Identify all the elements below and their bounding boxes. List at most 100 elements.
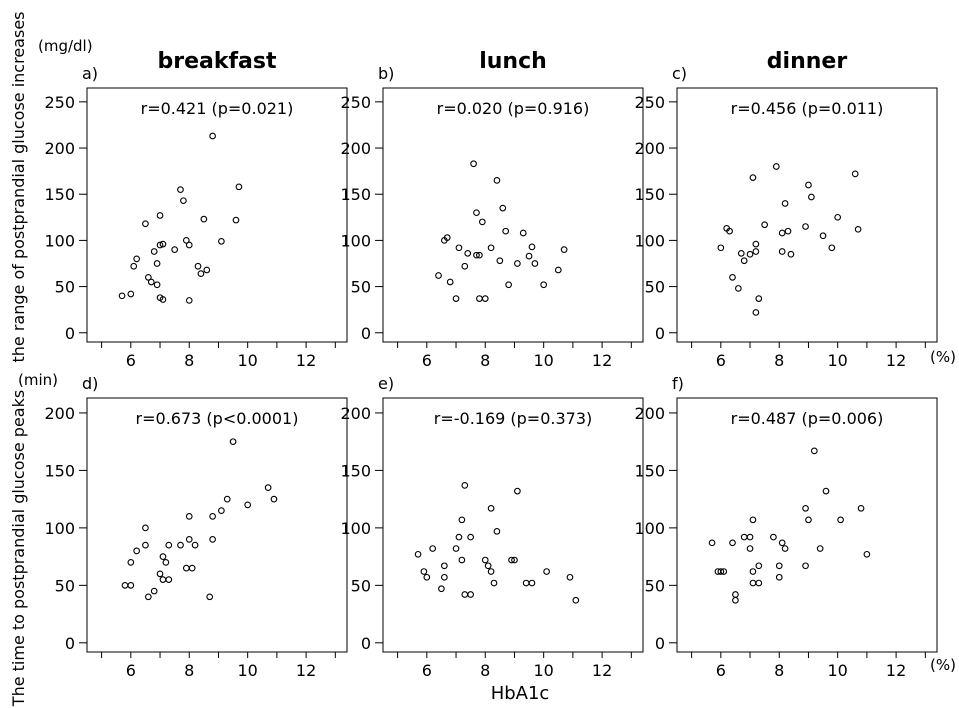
y-tick-label: 50 bbox=[645, 278, 665, 297]
data-point bbox=[461, 481, 469, 489]
data-point bbox=[514, 487, 521, 495]
data-point bbox=[476, 295, 483, 302]
data-point bbox=[218, 237, 225, 245]
data-point bbox=[185, 536, 193, 543]
data-point bbox=[180, 197, 187, 205]
data-point bbox=[443, 234, 451, 241]
data-point bbox=[522, 579, 530, 587]
x-tick-label: 12 bbox=[592, 661, 612, 680]
data-point bbox=[182, 237, 190, 244]
data-point bbox=[819, 232, 827, 240]
data-point bbox=[159, 240, 167, 248]
y-tick-label: 150 bbox=[44, 185, 75, 204]
data-point bbox=[752, 240, 760, 248]
data-point bbox=[144, 273, 152, 281]
x-tick-label: 6 bbox=[422, 661, 432, 680]
data-point bbox=[142, 524, 149, 532]
x-tick-label: 8 bbox=[480, 661, 490, 680]
data-point bbox=[159, 296, 167, 303]
data-point bbox=[467, 591, 474, 598]
data-point bbox=[159, 576, 167, 583]
data-point bbox=[185, 513, 193, 520]
correlation-stat: r=0.421 (p=0.021) bbox=[141, 99, 294, 118]
data-point bbox=[209, 132, 216, 140]
data-point bbox=[717, 244, 725, 252]
panel-label: f) bbox=[672, 374, 684, 393]
scatter-panel: e) r=-0.169 (p=0.373) 0 50 100 150 200 6 8 10 12 bbox=[340, 374, 644, 680]
x-tick-label: 6 bbox=[716, 661, 726, 680]
data-point bbox=[487, 568, 495, 575]
unit-label-bottom: (min) bbox=[18, 371, 58, 389]
data-point bbox=[508, 556, 515, 564]
data-point bbox=[493, 527, 501, 535]
plot-frame bbox=[86, 87, 348, 343]
panel-title: lunch bbox=[479, 49, 547, 74]
data-point bbox=[446, 278, 454, 286]
data-point bbox=[531, 260, 539, 267]
x-tick-label: 12 bbox=[886, 661, 906, 680]
data-point bbox=[232, 216, 240, 224]
x-tick-label: 12 bbox=[886, 351, 906, 370]
scatter-panel: d) r=0.673 (p<0.0001) 0 50 100 150 200 6 8 10 12 bbox=[44, 374, 348, 680]
data-point bbox=[854, 225, 862, 233]
x-tick-label: 10 bbox=[237, 351, 257, 370]
y-tick-label: 50 bbox=[55, 278, 75, 297]
panel-title: breakfast bbox=[157, 49, 277, 74]
data-point bbox=[770, 533, 777, 541]
data-point bbox=[191, 541, 199, 549]
data-point bbox=[746, 545, 754, 552]
x-tick-label: 8 bbox=[184, 661, 194, 680]
data-point bbox=[229, 438, 237, 446]
panel-label: b) bbox=[378, 64, 394, 83]
data-point bbox=[159, 553, 167, 560]
data-point bbox=[808, 193, 815, 201]
panel-label: a) bbox=[82, 64, 98, 83]
data-point bbox=[734, 285, 742, 292]
y-tick-label: 0 bbox=[65, 324, 75, 343]
data-point bbox=[188, 564, 196, 572]
data-point bbox=[863, 550, 871, 558]
y-tick-label: 0 bbox=[361, 324, 371, 343]
data-point bbox=[761, 221, 768, 229]
y-tick-label: 250 bbox=[340, 93, 371, 112]
data-point bbox=[528, 243, 536, 251]
x-unit-label-bottom: (%) bbox=[930, 656, 956, 674]
data-point bbox=[834, 213, 842, 221]
scatter-panel: b) lunch r=0.020 (p=0.916) 0 50 100 150 200 250 6… bbox=[340, 49, 644, 370]
data-point bbox=[802, 504, 809, 512]
data-point bbox=[177, 541, 184, 549]
y-tick-label: 100 bbox=[634, 231, 665, 250]
x-unit-label-top: (%) bbox=[930, 348, 956, 366]
data-point bbox=[720, 568, 728, 575]
data-point bbox=[772, 163, 780, 170]
unit-label-top: (mg/dl) bbox=[38, 37, 93, 55]
data-point bbox=[218, 507, 225, 514]
data-point bbox=[156, 212, 164, 219]
data-point bbox=[749, 174, 757, 181]
data-point bbox=[414, 550, 422, 558]
y-tick-label: 0 bbox=[655, 634, 665, 653]
data-point bbox=[778, 539, 786, 547]
data-point bbox=[118, 292, 126, 300]
data-point bbox=[438, 585, 445, 593]
data-point bbox=[264, 484, 272, 491]
plot-frame bbox=[382, 397, 644, 653]
data-point bbox=[270, 495, 278, 503]
x-tick-label: 10 bbox=[827, 351, 847, 370]
data-point bbox=[127, 581, 135, 589]
data-point bbox=[147, 278, 155, 286]
data-point bbox=[572, 596, 580, 604]
y-tick-label: 200 bbox=[634, 139, 665, 158]
x-axis-label: HbA1c bbox=[491, 683, 550, 704]
plot-frame bbox=[382, 87, 644, 343]
data-point bbox=[203, 266, 211, 274]
data-point bbox=[142, 220, 149, 228]
data-point bbox=[752, 248, 760, 255]
y-axis-label-top: the range of postprandial glucose increa… bbox=[9, 12, 28, 363]
data-point bbox=[470, 160, 477, 168]
data-point bbox=[502, 227, 510, 235]
data-point bbox=[153, 281, 161, 289]
panel-label: c) bbox=[672, 64, 687, 83]
data-point bbox=[778, 229, 786, 237]
data-point bbox=[461, 262, 469, 270]
